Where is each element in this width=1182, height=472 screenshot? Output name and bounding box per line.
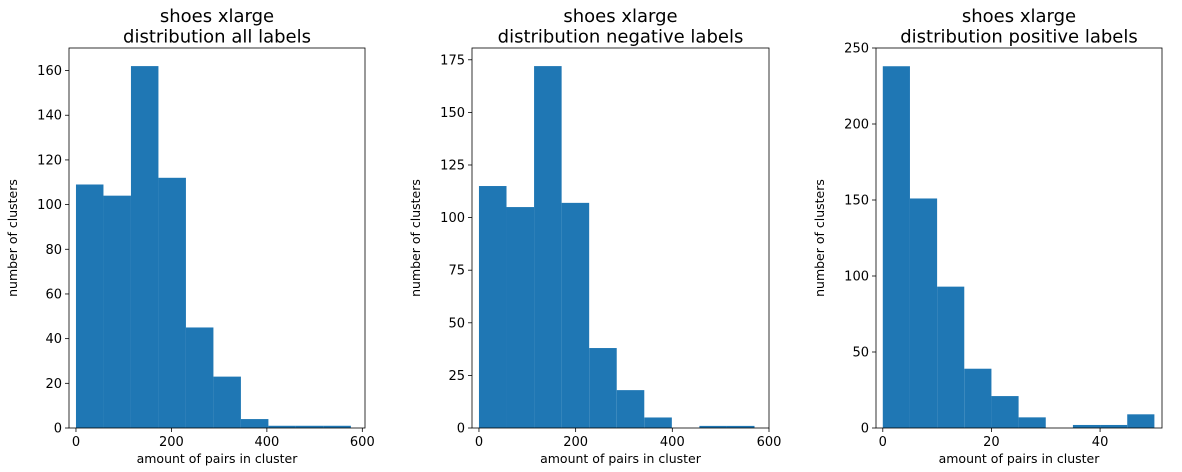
histogram-bar: [295, 425, 324, 428]
x-tick-label: 200: [563, 435, 588, 450]
histogram-bar: [699, 425, 727, 428]
histogram-bar: [323, 425, 351, 428]
histogram-bar: [991, 396, 1019, 428]
y-tick-label: 125: [440, 158, 465, 173]
histogram-bar: [964, 368, 992, 428]
y-tick-label: 120: [37, 153, 62, 168]
x-tick-label: 0: [475, 435, 483, 450]
histogram-bar: [1018, 417, 1046, 428]
plot-frame: [875, 47, 1163, 429]
y-axis-label: number of clusters: [812, 179, 827, 297]
y-tick-label: 140: [37, 109, 62, 124]
y-tick-label: 100: [440, 211, 465, 226]
y-tick-label: 150: [440, 106, 465, 121]
y-tick-label: 75: [448, 264, 465, 279]
histogram-bar: [726, 425, 755, 428]
x-tick-label: 40: [1092, 435, 1109, 450]
y-tick-label: 100: [37, 198, 62, 213]
y-tick-label: 60: [45, 287, 62, 302]
histogram-bar: [909, 198, 938, 428]
y-tick-label: 160: [37, 64, 62, 79]
histogram-bar: [185, 327, 214, 428]
y-tick-label: 25: [448, 369, 465, 384]
histogram-bar: [478, 186, 507, 428]
histogram-bar: [1127, 414, 1155, 428]
y-tick-label: 80: [45, 243, 62, 258]
histogram-bar: [561, 202, 590, 428]
x-tick-label: 400: [254, 435, 279, 450]
chart-title-line: shoes xlarge: [962, 6, 1076, 27]
histogram-bar: [268, 425, 296, 428]
y-axis-label: number of clusters: [408, 179, 423, 297]
y-axis-label: number of clusters: [5, 179, 20, 297]
chart-title-line: shoes xlarge: [160, 6, 274, 27]
x-tick-label: 400: [660, 435, 685, 450]
histogram-bar: [589, 348, 617, 428]
y-tick-label: 150: [844, 194, 869, 209]
y-tick-label: 0: [457, 422, 465, 437]
x-tick-label: 0: [879, 435, 887, 450]
plot-frame: [471, 47, 770, 429]
chart-title-line: distribution positive labels: [900, 27, 1138, 48]
histogram-bar: [130, 66, 159, 428]
y-tick-label: 40: [45, 332, 62, 347]
y-tick-label: 200: [844, 118, 869, 133]
x-tick-label: 600: [757, 435, 782, 450]
x-axis-label: amount of pairs in cluster: [540, 451, 702, 466]
histogram-bar: [213, 376, 241, 428]
chart-panel-3: 0 20 40 0 50 100 150 200 250 shoes xlargedistribu…: [812, 6, 1163, 466]
x-tick-label: 0: [72, 435, 80, 450]
histogram-bar: [937, 286, 965, 428]
y-tick-label: 0: [54, 422, 62, 437]
histogram-bar: [534, 66, 562, 428]
histogram-bar: [506, 207, 535, 428]
x-tick-label: 20: [983, 435, 1000, 450]
y-tick-label: 50: [448, 316, 465, 331]
y-tick-label: 250: [844, 42, 869, 57]
histogram-bar: [75, 184, 104, 428]
x-axis-label: amount of pairs in cluster: [939, 451, 1101, 466]
histogram-bar: [644, 417, 672, 428]
y-tick-label: 50: [852, 346, 869, 361]
histogram-bar: [103, 195, 131, 428]
plot-frame: [68, 47, 366, 429]
chart-title-line: distribution all labels: [123, 27, 311, 48]
histogram-bar: [1100, 424, 1128, 428]
histogram-bar: [158, 177, 186, 428]
x-tick-label: 200: [159, 435, 184, 450]
y-tick-label: 20: [45, 377, 62, 392]
chart-panel-1: 0 200 400 600 0 20 40 60 80 100 120 140 160 shoes xla…: [5, 6, 375, 466]
chart-panel-2: 0 200 400 600 0 25 50 75 100 125 150 175 shoes xlarg…: [408, 6, 781, 466]
chart-title-line: distribution negative labels: [498, 27, 744, 48]
histogram-bar: [882, 66, 910, 429]
x-axis-label: amount of pairs in cluster: [137, 451, 299, 466]
y-tick-label: 175: [440, 53, 465, 68]
y-tick-label: 100: [844, 270, 869, 285]
histogram-bar: [616, 390, 645, 428]
y-tick-label: 0: [861, 422, 869, 437]
x-tick-label: 600: [350, 435, 375, 450]
histogram-bar: [1072, 424, 1101, 428]
histogram-bar: [240, 419, 269, 428]
chart-title-line: shoes xlarge: [563, 6, 677, 27]
